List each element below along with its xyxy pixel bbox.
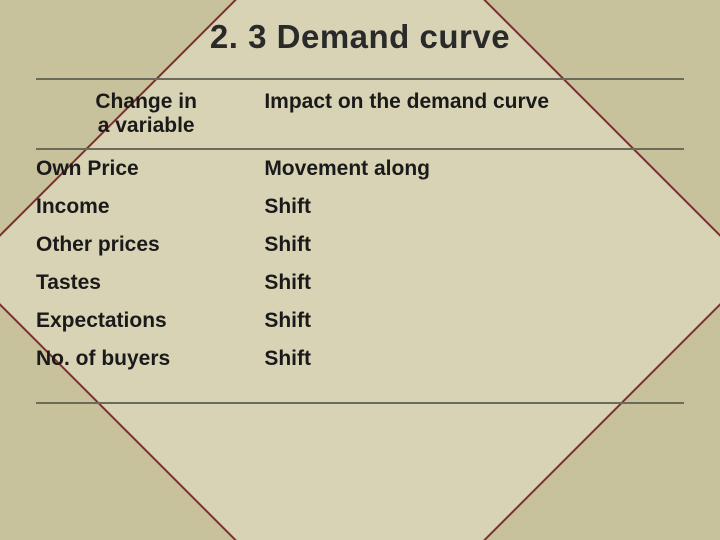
cell-variable: No. of buyers — [36, 340, 256, 378]
col-header-line: Change in — [95, 90, 197, 113]
cell-variable: Tastes — [36, 264, 256, 302]
cell-impact: Shift — [256, 264, 684, 302]
cell-variable: Expectations — [36, 302, 256, 340]
cell-impact: Shift — [256, 340, 684, 378]
cell-impact: Shift — [256, 226, 684, 264]
slide-title: 2. 3 Demand curve — [36, 18, 684, 56]
table-row: Expectations Shift — [36, 302, 684, 340]
table-row: Own Price Movement along — [36, 149, 684, 188]
cell-variable: Income — [36, 188, 256, 226]
cell-impact: Movement along — [256, 149, 684, 188]
cell-impact: Shift — [256, 188, 684, 226]
demand-table: Change in a variable Impact on the deman… — [36, 78, 684, 378]
table-row: Tastes Shift — [36, 264, 684, 302]
cell-variable: Other prices — [36, 226, 256, 264]
col-header-variable: Change in a variable — [36, 79, 256, 149]
bottom-rule — [36, 402, 684, 404]
slide-content: 2. 3 Demand curve Change in a variable I… — [0, 0, 720, 540]
cell-variable: Own Price — [36, 149, 256, 188]
col-header-line: a variable — [98, 114, 195, 137]
table-header-row: Change in a variable Impact on the deman… — [36, 79, 684, 149]
table-row: Income Shift — [36, 188, 684, 226]
table-row: Other prices Shift — [36, 226, 684, 264]
table-row: No. of buyers Shift — [36, 340, 684, 378]
col-header-impact: Impact on the demand curve — [256, 79, 684, 149]
cell-impact: Shift — [256, 302, 684, 340]
